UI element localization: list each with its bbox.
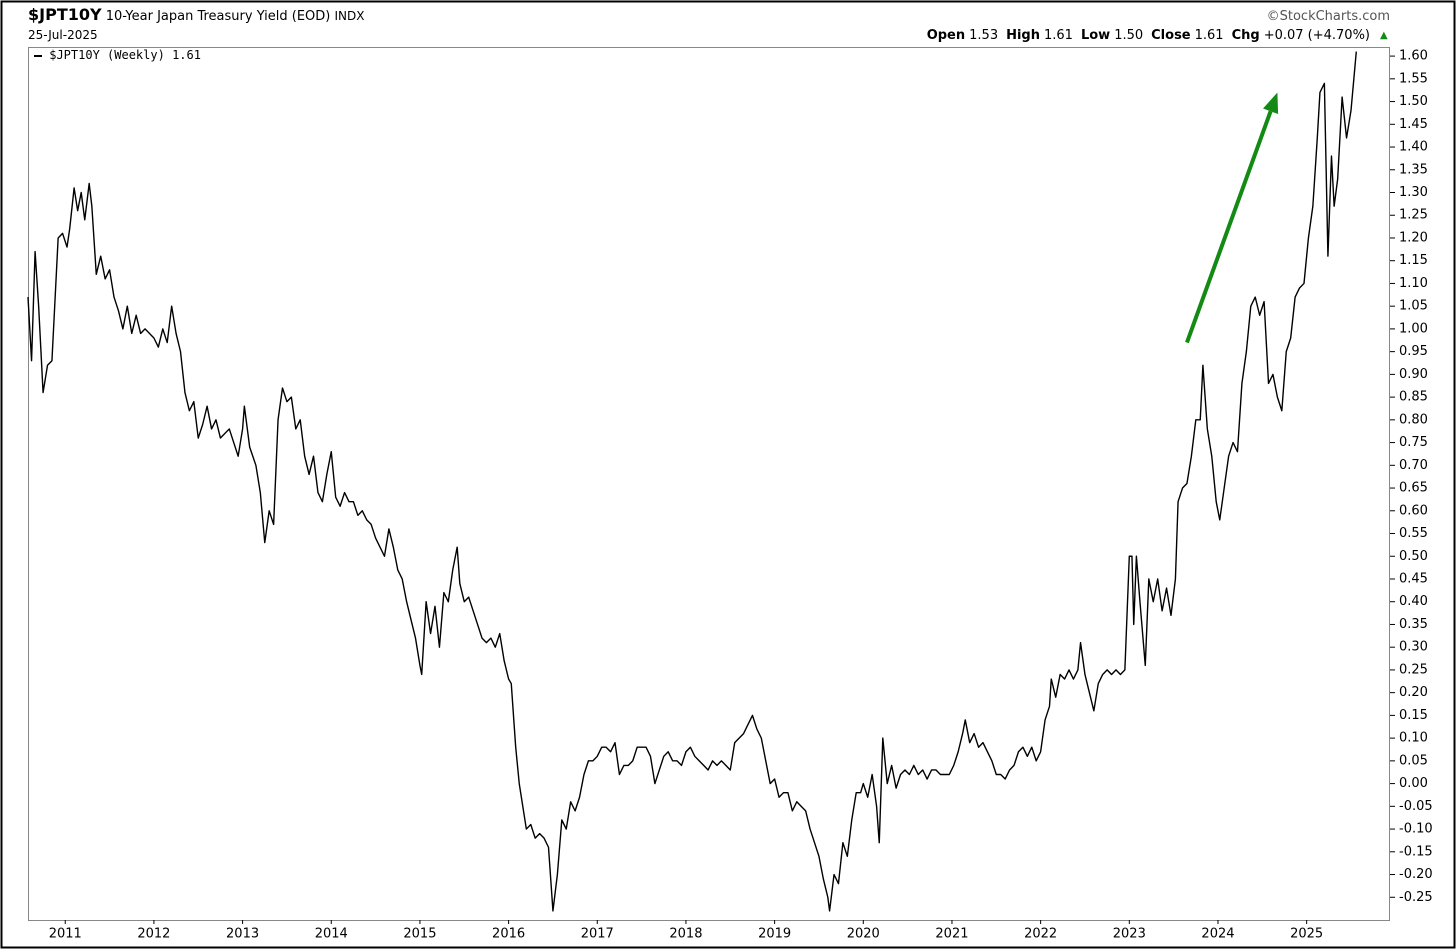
y-tick-label: 1.35 — [1399, 162, 1428, 177]
x-tick-label: 2011 — [49, 927, 82, 942]
source: ©StockCharts.com — [1266, 9, 1390, 24]
y-tick-label: 1.20 — [1399, 230, 1428, 245]
x-tick-label: 2014 — [315, 927, 348, 942]
date: 25-Jul-2025 — [28, 28, 98, 42]
quote-label: Open — [926, 28, 966, 43]
quote-value: 1.61 — [1044, 28, 1073, 43]
y-tick-label: 0.35 — [1399, 617, 1428, 632]
x-tick-label: 2013 — [226, 927, 259, 942]
quote-value: 1.61 — [1194, 28, 1224, 43]
arrow-shaft — [1185, 110, 1273, 344]
x-tick-label: 2025 — [1290, 927, 1323, 942]
y-tick-label: 1.40 — [1399, 140, 1428, 155]
x-tick-label: 2015 — [403, 927, 436, 942]
y-tick-label: -0.10 — [1399, 822, 1433, 837]
exchange: INDX — [334, 9, 365, 23]
y-tick-label: 0.75 — [1399, 435, 1428, 450]
x-tick-label: 2016 — [492, 927, 525, 942]
x-tick-label: 2022 — [1024, 927, 1057, 942]
quote-label: Close — [1151, 28, 1191, 43]
x-tick-label: 2019 — [758, 927, 791, 942]
y-tick-label: 0.10 — [1399, 731, 1428, 746]
y-tick-label: -0.20 — [1399, 867, 1433, 882]
y-tick-label: -0.25 — [1399, 890, 1433, 905]
y-tick-label: 1.60 — [1399, 49, 1428, 64]
y-tick-label: 1.00 — [1399, 321, 1428, 336]
line-series — [27, 51, 1357, 912]
chart-title: 10-Year Japan Treasury Yield (EOD) — [105, 9, 331, 24]
y-tick-label: 1.30 — [1399, 185, 1428, 200]
y-tick-label: 0.15 — [1399, 708, 1428, 723]
y-tick-label: 0.65 — [1399, 481, 1428, 496]
y-tick-label: 0.20 — [1399, 685, 1428, 700]
y-tick-label: 0.40 — [1399, 594, 1428, 609]
y-tick-label: 1.55 — [1399, 71, 1428, 86]
y-tick-label: 0.25 — [1399, 662, 1428, 677]
x-tick-label: 2012 — [137, 927, 170, 942]
x-tick-label: 2020 — [847, 927, 880, 942]
y-tick-label: 1.15 — [1399, 253, 1428, 268]
y-tick-label: 0.95 — [1399, 344, 1428, 359]
y-tick-label: 1.05 — [1399, 299, 1428, 314]
y-tick-label: 0.90 — [1399, 367, 1428, 382]
symbol: $JPT10Y — [28, 5, 102, 24]
legend: $JPT10Y (Weekly) 1.61 — [34, 47, 201, 63]
legend-last: 1.61 — [172, 48, 201, 62]
y-tick-label: 0.45 — [1399, 571, 1428, 586]
y-tick-label: 0.55 — [1399, 526, 1428, 541]
up-indicator: ▲ — [1380, 30, 1388, 41]
title-row: $JPT10Y 10-Year Japan Treasury Yield (EO… — [28, 7, 365, 25]
x-tick-label: 2023 — [1113, 927, 1146, 942]
y-tick-label: 0.85 — [1399, 390, 1428, 405]
x-tick-label: 2021 — [935, 927, 968, 942]
legend-swatch — [34, 54, 42, 57]
y-tick-label: 0.50 — [1399, 549, 1428, 564]
plot-frame — [28, 47, 1390, 921]
x-tick-label: 2017 — [581, 927, 614, 942]
x-tick-label: 2024 — [1201, 927, 1234, 942]
y-tick-label: 0.00 — [1399, 776, 1428, 791]
y-tick-label: 0.05 — [1399, 753, 1428, 768]
y-tick-label: 0.30 — [1399, 640, 1428, 655]
quote-label: Chg — [1231, 28, 1260, 43]
y-tick-label: 1.45 — [1399, 117, 1428, 132]
legend-name: $JPT10Y (Weekly) — [49, 48, 165, 62]
y-tick-label: 1.25 — [1399, 208, 1428, 223]
quote-label: Low — [1080, 28, 1111, 43]
quote-value: 1.50 — [1114, 28, 1144, 43]
y-tick-label: 1.50 — [1399, 94, 1428, 109]
x-tick-label: 2018 — [669, 927, 702, 942]
y-tick-label: 0.60 — [1399, 503, 1428, 518]
quote-value: +0.07 (+4.70%) — [1263, 28, 1370, 43]
y-tick-label: -0.15 — [1399, 844, 1433, 859]
y-tick-label: 0.80 — [1399, 412, 1428, 427]
y-tick-label: 1.10 — [1399, 276, 1428, 291]
y-tick-label: -0.05 — [1399, 799, 1433, 814]
arrow-head — [1263, 92, 1279, 114]
quote-label: High — [1006, 28, 1040, 43]
y-tick-label: 0.70 — [1399, 458, 1428, 473]
quote-row: Open 1.53 High 1.61 Low 1.50 Close 1.61 Chg +0.07… — [927, 28, 1378, 44]
quote-value: 1.53 — [969, 28, 999, 43]
